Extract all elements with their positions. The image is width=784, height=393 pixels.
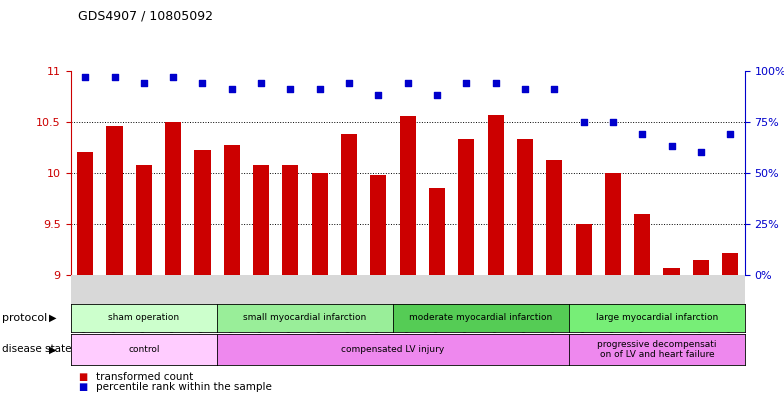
Text: ▶: ▶ [49,344,57,354]
Text: moderate myocardial infarction: moderate myocardial infarction [409,314,553,322]
Bar [546,160,562,275]
Point [577,119,590,125]
Point [343,80,355,86]
Bar [604,173,621,275]
Point [255,80,267,86]
Point [695,149,707,156]
Point [79,74,92,80]
Point [137,80,150,86]
Bar [429,188,445,275]
Bar [253,165,269,275]
Text: sham operation: sham operation [108,314,180,322]
Bar [458,139,474,275]
Bar [341,134,358,275]
Point [666,143,678,149]
Point [314,86,326,92]
Bar [282,165,299,275]
Point [401,80,414,86]
Text: large myocardial infarction: large myocardial infarction [596,314,718,322]
Bar [77,152,93,275]
Point [167,74,180,80]
Text: compensated LV injury: compensated LV injury [341,345,445,354]
Bar [400,116,416,275]
Bar [223,145,240,275]
Bar [312,173,328,275]
Point [460,80,473,86]
Text: ■: ■ [78,372,88,382]
Point [430,92,443,98]
Point [548,86,561,92]
Point [226,86,238,92]
Text: ■: ■ [78,382,88,392]
Text: GDS4907 / 10805092: GDS4907 / 10805092 [78,10,213,23]
Bar [722,253,739,275]
Point [284,86,296,92]
Point [489,80,502,86]
Point [724,131,736,137]
Point [519,86,532,92]
Bar [194,151,211,275]
Bar [136,165,152,275]
Point [196,80,209,86]
Text: disease state: disease state [2,344,71,354]
Bar [663,268,680,275]
Bar [165,122,181,275]
Text: small myocardial infarction: small myocardial infarction [244,314,367,322]
Point [607,119,619,125]
Text: protocol: protocol [2,313,47,323]
Point [108,74,121,80]
Bar [693,260,709,275]
Bar [488,115,503,275]
Text: progressive decompensati
on of LV and heart failure: progressive decompensati on of LV and he… [597,340,717,359]
Text: control: control [128,345,160,354]
Bar [107,126,122,275]
Point [372,92,385,98]
Text: percentile rank within the sample: percentile rank within the sample [96,382,271,392]
Point [636,131,648,137]
Bar [634,214,650,275]
Text: ▶: ▶ [49,313,57,323]
Bar [517,139,533,275]
Bar [370,175,387,275]
Bar [575,224,592,275]
Text: transformed count: transformed count [96,372,193,382]
